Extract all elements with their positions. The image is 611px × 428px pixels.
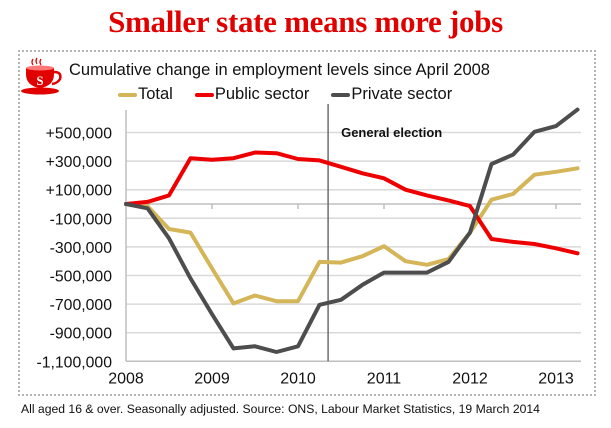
legend-item-public: Public sector [194, 85, 310, 104]
series-line-private-sector [124, 107, 580, 354]
y-tick-label: -100,000 [50, 211, 113, 228]
logo-letter: S [36, 73, 43, 88]
y-tick-label: -900,000 [50, 326, 113, 343]
y-tick-label: -500,000 [50, 269, 113, 286]
y-tick-label: +300,000 [46, 154, 113, 171]
legend-swatch-public [194, 92, 214, 97]
legend-swatch-total [118, 92, 137, 97]
x-tick-label: 2009 [194, 370, 230, 387]
x-tick-label: 2011 [367, 370, 402, 387]
x-tick-label: 2012 [452, 370, 488, 387]
y-tick-label: -300,000 [50, 240, 113, 257]
headline: Smaller state means more jobs [108, 4, 503, 39]
y-tick-label: +100,000 [46, 183, 113, 200]
legend-label-private: Private sector [351, 85, 453, 103]
chart-frame [18, 50, 596, 396]
chart-title: Cumulative change in employment levels s… [69, 61, 490, 79]
legend-swatch-private [331, 92, 351, 97]
y-tick-label: +500,000 [46, 126, 113, 143]
x-tick-label: 2010 [280, 370, 316, 387]
y-tick-label: -700,000 [50, 297, 113, 314]
legend-item-total: Total [118, 85, 173, 104]
legend: Total Public sector Private sector [118, 85, 474, 104]
legend-label-total: Total [138, 85, 173, 103]
teacup-icon: S [21, 57, 62, 95]
footnote: All aged 16 & over. Seasonally adjusted.… [21, 402, 540, 416]
x-tick-label: 2013 [538, 370, 574, 387]
series-line-public-sector [124, 150, 580, 256]
election-annotation: General election [341, 125, 442, 140]
x-tick-label: 2008 [108, 370, 144, 387]
y-tick-label: -1,100,000 [36, 354, 112, 371]
legend-item-private: Private sector [331, 85, 452, 104]
series-line-total [124, 166, 580, 306]
legend-label-public: Public sector [214, 85, 310, 103]
